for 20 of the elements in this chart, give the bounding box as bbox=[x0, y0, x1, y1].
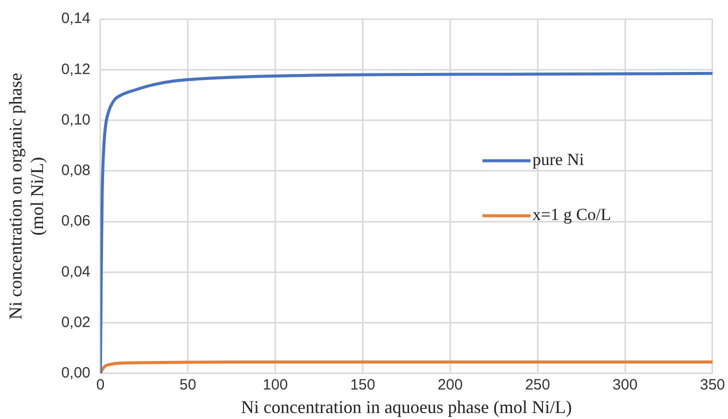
y-tick-label: 0,08 bbox=[61, 162, 90, 180]
x-axis-title: Ni concentration in aquoeus phase (mol Ni/L) bbox=[240, 396, 572, 417]
y-tick-label: 0,10 bbox=[61, 111, 90, 128]
x-tick-label: 200 bbox=[438, 376, 463, 394]
legend-label: x=1 g Co/L bbox=[532, 205, 612, 224]
y-tick-label: 0,12 bbox=[61, 60, 90, 78]
x-tick-label: 0 bbox=[96, 376, 105, 394]
x-tick-label: 250 bbox=[525, 376, 550, 394]
legend-label: pure Ni bbox=[532, 150, 584, 170]
y-axis-title: Ni concentration on organic phase (mol Ni/L) bbox=[6, 72, 48, 320]
x-tick-label: 300 bbox=[612, 376, 638, 394]
y-tick-label: 0,02 bbox=[61, 314, 90, 331]
x-tick-label: 50 bbox=[179, 376, 196, 394]
y-tick-label: 0,00 bbox=[61, 364, 90, 382]
y-tick-label: 0,06 bbox=[61, 212, 90, 230]
y-tick-label: 0,14 bbox=[61, 10, 90, 28]
x-tick-label: 100 bbox=[262, 376, 288, 394]
x-tick-label: 350 bbox=[700, 376, 725, 394]
y-tick-label: 0,04 bbox=[61, 263, 90, 280]
x-tick-label: 150 bbox=[350, 376, 376, 394]
